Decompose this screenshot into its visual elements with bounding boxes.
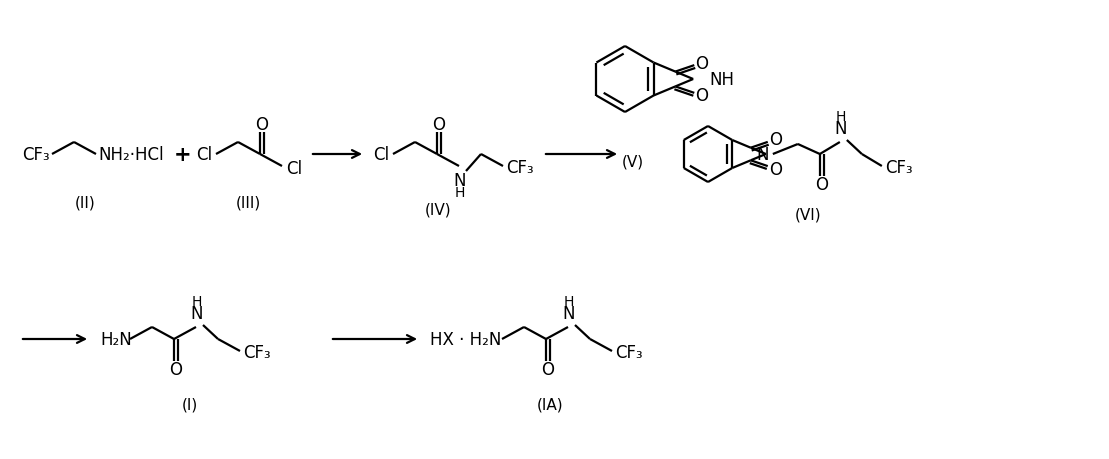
Text: O: O (170, 360, 183, 378)
Text: NH₂·HCl: NH₂·HCl (98, 146, 164, 164)
Text: CF₃: CF₃ (243, 343, 271, 361)
Text: (VI): (VI) (795, 207, 822, 222)
Text: O: O (769, 131, 782, 149)
Text: Cl: Cl (373, 146, 389, 164)
Text: (IV): (IV) (425, 202, 451, 217)
Text: N: N (454, 172, 466, 190)
Text: O: O (695, 87, 709, 105)
Text: O: O (695, 55, 709, 73)
Text: N: N (756, 146, 770, 164)
Text: H: H (836, 110, 846, 124)
Text: CF₃: CF₃ (506, 159, 533, 177)
Text: +: + (174, 145, 192, 165)
Text: H: H (563, 294, 574, 308)
Text: H₂N: H₂N (100, 330, 132, 348)
Text: N: N (835, 120, 847, 138)
Text: CF₃: CF₃ (22, 146, 50, 164)
Text: N: N (562, 304, 576, 322)
Text: H: H (192, 294, 202, 308)
Text: CF₃: CF₃ (885, 159, 913, 177)
Text: CF₃: CF₃ (615, 343, 642, 361)
Text: NH: NH (709, 71, 734, 89)
Text: Cl: Cl (286, 160, 302, 178)
Text: N: N (191, 304, 203, 322)
Text: O: O (255, 116, 268, 134)
Text: (III): (III) (235, 195, 261, 210)
Text: (II): (II) (74, 195, 95, 210)
Text: O: O (541, 360, 554, 378)
Text: H: H (455, 185, 465, 200)
Text: (IA): (IA) (537, 397, 563, 412)
Text: HX · H₂N: HX · H₂N (430, 330, 501, 348)
Text: Cl: Cl (196, 146, 212, 164)
Text: O: O (433, 116, 446, 134)
Text: (V): (V) (622, 154, 644, 169)
Text: O: O (769, 160, 782, 178)
Text: (I): (I) (182, 397, 199, 412)
Text: O: O (815, 176, 828, 194)
